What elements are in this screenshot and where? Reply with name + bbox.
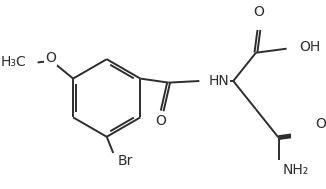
Text: NH₂: NH₂ (283, 163, 309, 177)
Text: H₃C: H₃C (1, 55, 26, 69)
Text: OH: OH (300, 40, 321, 54)
Text: O: O (253, 5, 264, 19)
Text: O: O (45, 51, 56, 65)
Text: Br: Br (118, 154, 133, 168)
Text: O: O (155, 114, 166, 128)
Text: HN: HN (209, 74, 230, 88)
Text: O: O (316, 117, 326, 131)
